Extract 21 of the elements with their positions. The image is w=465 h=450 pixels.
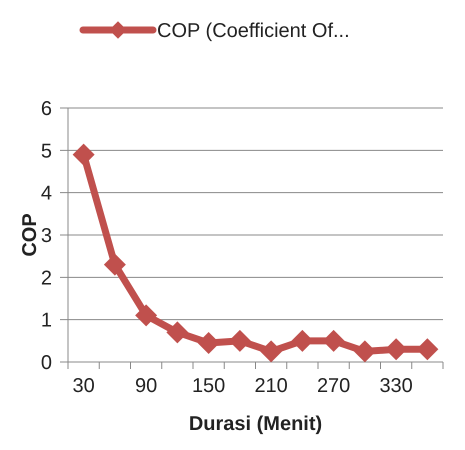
y-tick-label: 5 bbox=[40, 140, 52, 162]
legend-label: COP (Coefficient Of... bbox=[157, 20, 350, 42]
point bbox=[260, 340, 282, 362]
y-tick-label: 4 bbox=[40, 182, 52, 205]
point bbox=[135, 304, 158, 326]
y-tick-label: 3 bbox=[40, 225, 52, 247]
y-tick-label: 2 bbox=[40, 267, 52, 290]
y-tick-label: 0 bbox=[40, 352, 52, 374]
point bbox=[72, 144, 95, 166]
point bbox=[104, 254, 126, 276]
y-axis-title: COP bbox=[19, 213, 41, 257]
x-tick-label: 30 bbox=[72, 375, 95, 397]
x-tick-label: 150 bbox=[192, 375, 226, 397]
x-tick-label: 330 bbox=[379, 375, 413, 397]
x-tick-label: 270 bbox=[316, 375, 350, 397]
x-tick-label: 90 bbox=[135, 375, 158, 397]
point bbox=[166, 321, 188, 344]
x-axis-title: Durasi (Menit) bbox=[188, 413, 322, 435]
x-tick-label: 210 bbox=[254, 375, 288, 397]
y-tick-label: 1 bbox=[40, 310, 52, 332]
y-tick-label: 6 bbox=[40, 98, 52, 120]
